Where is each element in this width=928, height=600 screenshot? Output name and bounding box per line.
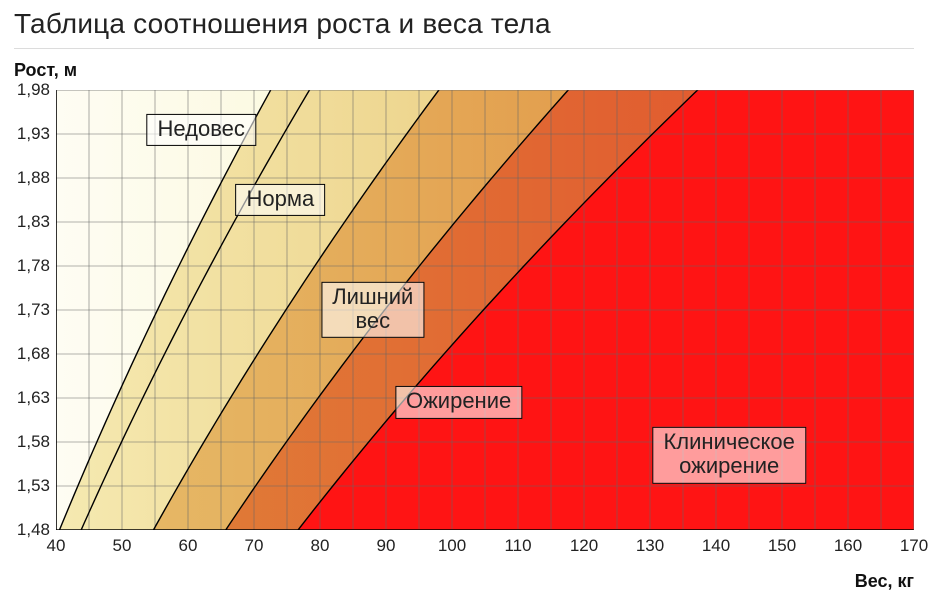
page-title: Таблица соотношения роста и веса тела [14,8,551,40]
x-tick-label: 170 [900,536,928,556]
y-tick-label: 1,53 [8,476,50,496]
x-axis-title: Вес, кг [855,571,914,592]
x-tick-label: 70 [245,536,264,556]
x-tick-label: 50 [113,536,132,556]
x-tick-label: 90 [377,536,396,556]
zone-label-clinical_obesity: Клиническое ожирение [652,427,805,483]
zone-label-overweight: Лишний вес [321,282,424,338]
x-tick-label: 60 [179,536,198,556]
x-tick-label: 130 [636,536,664,556]
y-tick-label: 1,73 [8,300,50,320]
zone-label-obese: Ожирение [395,386,522,418]
zone-label-underweight: Недовес [146,114,255,146]
y-tick-label: 1,63 [8,388,50,408]
y-axis-title: Рост, м [14,60,77,81]
y-tick-label: 1,68 [8,344,50,364]
y-tick-label: 1,48 [8,520,50,540]
x-tick-label: 100 [438,536,466,556]
zone-label-normal: Норма [236,184,326,216]
x-tick-label: 140 [702,536,730,556]
y-tick-label: 1,88 [8,168,50,188]
y-tick-label: 1,58 [8,432,50,452]
x-tick-label: 120 [570,536,598,556]
x-tick-label: 40 [47,536,66,556]
x-tick-label: 110 [504,536,531,556]
page: Таблица соотношения роста и веса тела Ро… [0,0,928,600]
title-rule [14,48,914,49]
x-tick-label: 160 [834,536,862,556]
x-tick-label: 150 [768,536,796,556]
y-tick-label: 1,83 [8,212,50,232]
y-tick-label: 1,78 [8,256,50,276]
y-tick-label: 1,93 [8,124,50,144]
y-tick-label: 1,98 [8,80,50,100]
bmi-chart: Недовес Норма Лишний вес Ожирение Клиническо… [56,90,914,530]
x-tick-label: 80 [311,536,330,556]
